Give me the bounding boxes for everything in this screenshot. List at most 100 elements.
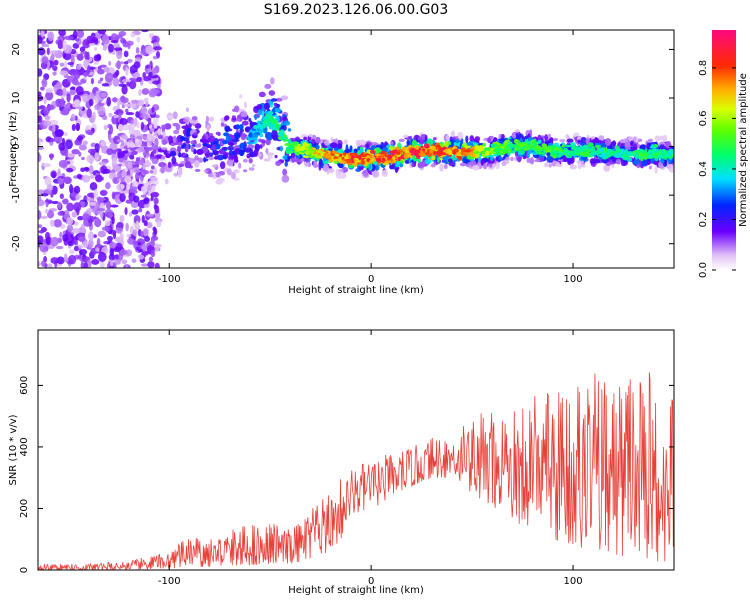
heatmap-cell — [136, 121, 140, 129]
heatmap-cell — [546, 155, 553, 163]
heatmap-cell — [113, 47, 123, 51]
heatmap-cell — [299, 145, 306, 151]
heatmap-cell — [74, 139, 82, 146]
heatmap-cell — [238, 149, 245, 156]
heatmap-cell — [120, 176, 124, 184]
heatmap-cell — [96, 196, 102, 202]
heatmap-cell — [193, 150, 197, 155]
heatmap-cell — [172, 122, 180, 127]
heatmap-cell — [416, 150, 420, 154]
heatmap-cell — [75, 196, 80, 201]
heatmap-cell — [121, 259, 128, 265]
heatmap-cell — [243, 169, 248, 173]
heatmap-cell — [115, 49, 123, 60]
heatmap-cell — [585, 137, 590, 145]
heatmap-cell — [105, 200, 112, 210]
heatmap-cell — [263, 119, 270, 124]
heatmap-cell — [138, 89, 142, 96]
heatmap-cell — [355, 139, 362, 147]
heatmap-cell — [131, 150, 138, 155]
heatmap-cell — [173, 172, 179, 177]
heatmap-cell — [223, 132, 230, 137]
heatmap-cell — [83, 71, 88, 77]
heatmap-cell — [127, 237, 134, 245]
heatmap-cell — [266, 110, 274, 116]
heatmap-cell — [127, 43, 131, 50]
heatmap-cell — [129, 154, 135, 160]
heatmap-cell — [81, 174, 91, 183]
heatmap-cell — [275, 160, 282, 167]
heatmap-cell — [557, 150, 561, 154]
heatmap-cell — [38, 224, 43, 229]
heatmap-cell — [406, 139, 410, 148]
heatmap-cell — [215, 143, 221, 150]
heatmap-cell — [303, 155, 309, 159]
heatmap-cell — [59, 193, 64, 200]
heatmap-cell — [450, 140, 454, 148]
heatmap-cell — [148, 71, 153, 77]
heatmap-cell — [38, 47, 46, 56]
heatmap-cell — [624, 141, 631, 148]
heatmap-cell — [118, 163, 123, 167]
heatmap-cell — [58, 159, 68, 168]
heatmap-cell — [149, 169, 154, 174]
heatmap-cell — [324, 139, 330, 146]
heatmap-cell — [41, 78, 48, 88]
heatmap-cell — [125, 222, 129, 232]
heatmap-cell — [167, 114, 174, 120]
heatmap-cell — [220, 122, 225, 127]
heatmap-cell — [125, 249, 132, 257]
heatmap-cell — [122, 156, 128, 161]
heatmap-cell — [611, 140, 617, 147]
heatmap-cell — [179, 167, 183, 176]
heatmap-cell — [193, 143, 201, 148]
y-tick-label: 400 — [19, 437, 30, 456]
heatmap-cell — [101, 83, 110, 87]
heatmap-cell — [93, 54, 101, 62]
heatmap-cell — [593, 158, 601, 164]
heatmap-cell — [214, 156, 219, 160]
spectrogram-x-ticks: -100 0 100 — [158, 30, 583, 285]
heatmap-cell — [474, 145, 481, 151]
heatmap-cell — [39, 243, 48, 247]
colorbar-tick-label: 0.2 — [698, 212, 709, 228]
heatmap-cell — [151, 158, 159, 165]
heatmap-cell — [86, 108, 92, 119]
heatmap-cell — [484, 150, 490, 156]
heatmap-cell — [553, 137, 558, 142]
heatmap-cell — [97, 68, 105, 75]
heatmap-cell — [372, 170, 380, 178]
heatmap-cell — [287, 128, 292, 132]
heatmap-cell — [65, 103, 71, 109]
heatmap-cell — [646, 154, 652, 159]
spectrogram-x-label: Height of straight line (km) — [288, 285, 424, 296]
heatmap-cell — [64, 35, 74, 41]
heatmap-cell — [482, 142, 486, 147]
heatmap-cell — [226, 168, 232, 176]
heatmap-cell — [93, 189, 99, 200]
heatmap-cell — [90, 77, 94, 85]
heatmap-cell — [45, 88, 53, 94]
heatmap-cell — [226, 159, 234, 166]
heatmap-cell — [654, 148, 659, 153]
heatmap-cell — [118, 83, 127, 87]
heatmap-cell — [140, 194, 147, 198]
heatmap-cell — [221, 139, 228, 145]
heatmap-cell — [142, 170, 150, 175]
heatmap-cell — [474, 136, 481, 142]
heatmap-cell — [116, 98, 120, 108]
heatmap-cell — [66, 224, 74, 233]
heatmap-cell — [402, 146, 406, 151]
heatmap-cell — [53, 84, 58, 93]
heatmap-cell — [360, 160, 366, 165]
heatmap-cell — [464, 158, 469, 164]
heatmap-cell — [108, 112, 113, 118]
heatmap-cell — [140, 263, 149, 267]
heatmap-cell — [164, 123, 172, 130]
heatmap-cell — [230, 172, 236, 180]
heatmap-cell — [120, 184, 125, 189]
heatmap-cell — [99, 261, 105, 268]
heatmap-cell — [283, 154, 289, 160]
heatmap-cell — [332, 150, 337, 154]
